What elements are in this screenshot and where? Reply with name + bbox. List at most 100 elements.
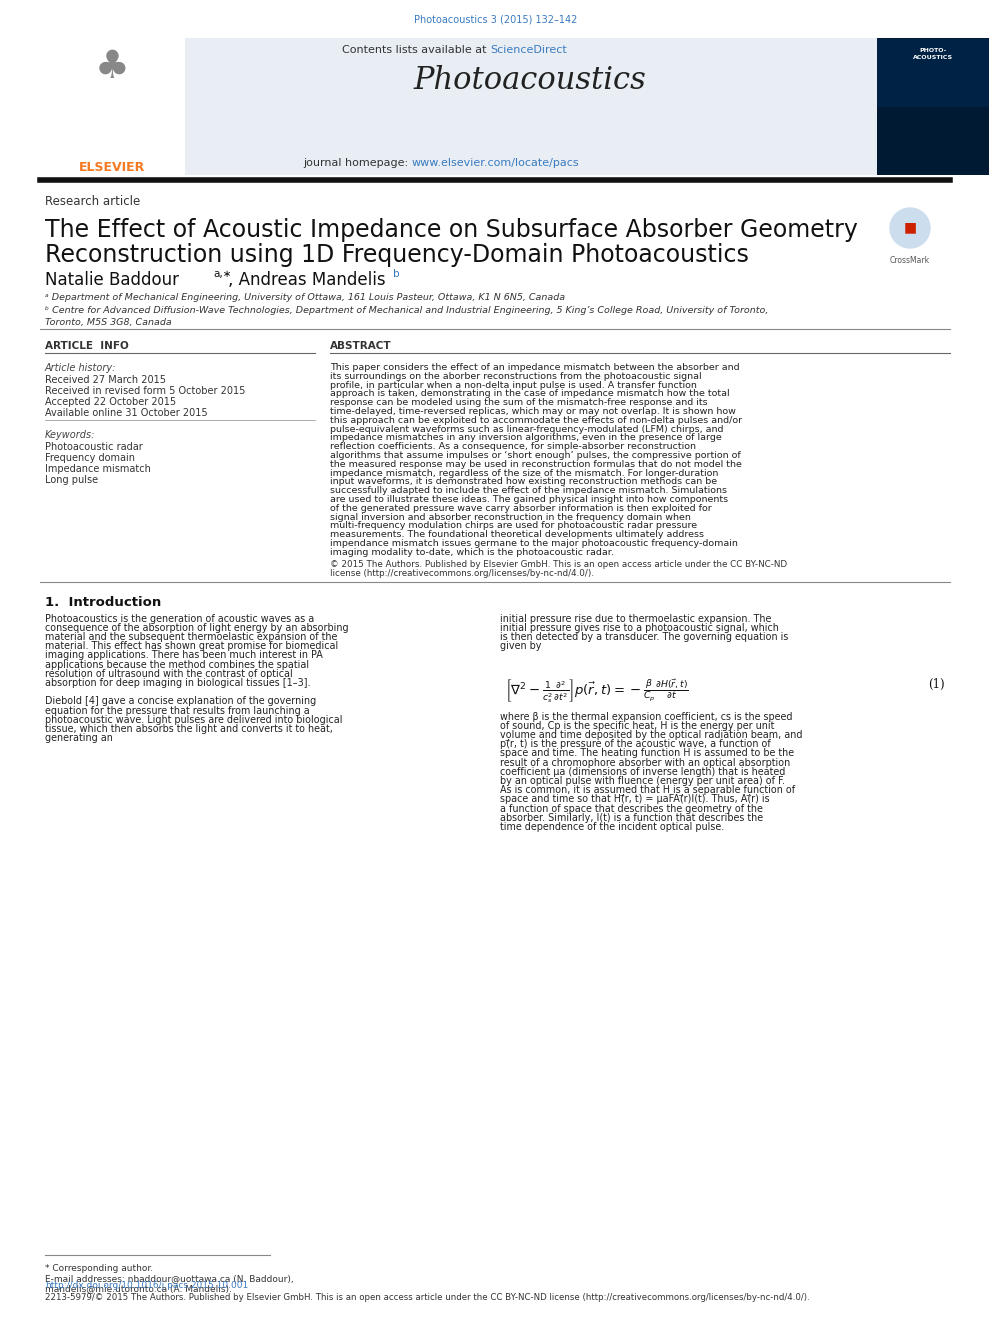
Text: material. This effect has shown great promise for biomedical: material. This effect has shown great pr… (45, 642, 338, 651)
Text: approach is taken, demonstrating in the case of impedance mismatch how the total: approach is taken, demonstrating in the … (330, 389, 730, 398)
Text: ♣: ♣ (94, 48, 129, 86)
Bar (877, 38, 989, 175)
Text: a function of space that describes the geometry of the: a function of space that describes the g… (500, 803, 763, 814)
Text: Long pulse: Long pulse (45, 475, 98, 486)
Text: time-delayed, time-reversed replicas, which may or may not overlap. It is shown : time-delayed, time-reversed replicas, wh… (330, 407, 736, 415)
Text: generating an: generating an (45, 733, 113, 744)
Text: Photoacoustics 3 (2015) 132–142: Photoacoustics 3 (2015) 132–142 (415, 15, 577, 25)
Text: initial pressure rise due to thermoelastic expansion. The: initial pressure rise due to thermoelast… (500, 614, 772, 623)
Text: is then detected by a transducer. The governing equation is: is then detected by a transducer. The go… (500, 632, 789, 642)
Text: Toronto, M5S 3G8, Canada: Toronto, M5S 3G8, Canada (45, 318, 172, 327)
Text: signal inversion and absorber reconstruction in the frequency domain when: signal inversion and absorber reconstruc… (330, 512, 690, 521)
Circle shape (890, 208, 930, 247)
Text: © 2015 The Authors. Published by Elsevier GmbH. This is an open access article u: © 2015 The Authors. Published by Elsevie… (330, 560, 787, 569)
Text: As is common, it is assumed that H is a separable function of: As is common, it is assumed that H is a … (500, 785, 796, 795)
Text: Impedance mismatch: Impedance mismatch (45, 464, 151, 474)
Text: imaging modality to-date, which is the photoacoustic radar.: imaging modality to-date, which is the p… (330, 548, 614, 557)
Text: consequence of the absorption of light energy by an absorbing: consequence of the absorption of light e… (45, 623, 348, 632)
Text: p(⃗r, t) is the pressure of the acoustic wave, a function of: p(⃗r, t) is the pressure of the acoustic… (500, 740, 771, 749)
Text: space and time. The heating function H is assumed to be the: space and time. The heating function H i… (500, 749, 795, 758)
Text: equation for the pressure that results from launching a: equation for the pressure that results f… (45, 705, 310, 716)
Text: Photoacoustics is the generation of acoustic waves as a: Photoacoustics is the generation of acou… (45, 614, 314, 623)
Text: profile, in particular when a non-delta input pulse is used. A transfer function: profile, in particular when a non-delta … (330, 381, 696, 389)
Text: the measured response may be used in reconstruction formulas that do not model t: the measured response may be used in rec… (330, 460, 742, 468)
Text: PHOTO-: PHOTO- (920, 48, 946, 53)
Text: The Effect of Acoustic Impedance on Subsurface Absorber Geometry: The Effect of Acoustic Impedance on Subs… (45, 218, 858, 242)
Text: Natalie Baddour: Natalie Baddour (45, 271, 179, 288)
Text: Research article: Research article (45, 194, 140, 208)
Text: b: b (393, 269, 400, 279)
Text: 1.  Introduction: 1. Introduction (45, 595, 162, 609)
Text: CrossMark: CrossMark (890, 255, 930, 265)
Text: initial pressure gives rise to a photoacoustic signal, which: initial pressure gives rise to a photoac… (500, 623, 779, 632)
Text: ARTICLE  INFO: ARTICLE INFO (45, 341, 129, 351)
Text: Received in revised form 5 October 2015: Received in revised form 5 October 2015 (45, 386, 245, 396)
Text: Article history:: Article history: (45, 363, 116, 373)
Text: pulse-equivalent waveforms such as linear-frequency-modulated (LFM) chirps, and: pulse-equivalent waveforms such as linea… (330, 425, 723, 434)
Text: applications because the method combines the spatial: applications because the method combines… (45, 660, 310, 669)
Text: impendance mismatch issues germane to the major photoacoustic frequency-domain: impendance mismatch issues germane to th… (330, 538, 738, 548)
Text: ScienceDirect: ScienceDirect (490, 45, 566, 56)
Text: www.elsevier.com/locate/pacs: www.elsevier.com/locate/pacs (412, 157, 579, 168)
Text: 2213-5979/© 2015 The Authors. Published by Elsevier GmbH. This is an open access: 2213-5979/© 2015 The Authors. Published … (45, 1293, 809, 1302)
Text: http://dx.doi.org/10.1016/j.pacs.2015.10.001: http://dx.doi.org/10.1016/j.pacs.2015.10… (45, 1281, 248, 1290)
Text: are used to illustrate these ideas. The gained physical insight into how compone: are used to illustrate these ideas. The … (330, 495, 728, 504)
Bar (495, 662, 950, 700)
Text: ABSTRACT: ABSTRACT (330, 341, 392, 351)
Text: E-mail addresses: nbaddour@uottawa.ca (N. Baddour),: E-mail addresses: nbaddour@uottawa.ca (N… (45, 1274, 294, 1283)
Text: impedance mismatches in any inversion algorithms, even in the presence of large: impedance mismatches in any inversion al… (330, 434, 722, 442)
Text: absorber. Similarly, I(t) is a function that describes the: absorber. Similarly, I(t) is a function … (500, 812, 763, 823)
Text: mandelis@mie.utoronto.ca (A. Mandelis).: mandelis@mie.utoronto.ca (A. Mandelis). (45, 1285, 232, 1293)
Text: response can be modeled using the sum of the mismatch-free response and its: response can be modeled using the sum of… (330, 398, 707, 407)
Text: * Corresponding author.: * Corresponding author. (45, 1263, 153, 1273)
Text: ■: ■ (904, 220, 917, 234)
Text: time dependence of the incident optical pulse.: time dependence of the incident optical … (500, 822, 724, 832)
Text: Available online 31 October 2015: Available online 31 October 2015 (45, 407, 207, 418)
Text: input waveforms, it is demonstrated how existing reconstruction methods can be: input waveforms, it is demonstrated how … (330, 478, 717, 487)
Text: Accepted 22 October 2015: Accepted 22 October 2015 (45, 397, 177, 407)
Text: imaging applications. There has been much interest in PA: imaging applications. There has been muc… (45, 651, 322, 660)
Text: This paper considers the effect of an impedance mismatch between the absorber an: This paper considers the effect of an im… (330, 363, 740, 372)
Text: volume and time deposited by the optical radiation beam, and: volume and time deposited by the optical… (500, 730, 803, 740)
Text: Received 27 March 2015: Received 27 March 2015 (45, 374, 166, 385)
Text: journal homepage:: journal homepage: (304, 157, 412, 168)
Text: Photoacoustic radar: Photoacoustic radar (45, 442, 143, 452)
Text: its surroundings on the aborber reconstructions from the photoacoustic signal: its surroundings on the aborber reconstr… (330, 372, 701, 381)
Text: resolution of ultrasound with the contrast of optical: resolution of ultrasound with the contra… (45, 669, 293, 679)
Text: coefficient μa (dimensions of inverse length) that is heated: coefficient μa (dimensions of inverse le… (500, 767, 786, 777)
Text: absorption for deep imaging in biological tissues [1–3].: absorption for deep imaging in biologica… (45, 677, 310, 688)
Text: photoacoustic wave. Light pulses are delivered into biological: photoacoustic wave. Light pulses are del… (45, 714, 342, 725)
Text: license (http://creativecommons.org/licenses/by-nc-nd/4.0/).: license (http://creativecommons.org/lice… (330, 569, 594, 578)
Text: Frequency domain: Frequency domain (45, 452, 135, 463)
Text: a,∗: a,∗ (213, 269, 231, 279)
Text: Contents lists available at: Contents lists available at (342, 45, 490, 56)
Text: given by: given by (500, 642, 542, 651)
Bar (40, 38, 185, 175)
Text: measurements. The foundational theoretical developments ultimately address: measurements. The foundational theoretic… (330, 531, 704, 540)
Text: result of a chromophore absorber with an optical absorption: result of a chromophore absorber with an… (500, 758, 791, 767)
Text: ELSEVIER: ELSEVIER (79, 161, 145, 175)
Text: Diebold [4] gave a concise explanation of the governing: Diebold [4] gave a concise explanation o… (45, 696, 316, 706)
Text: $\left[\nabla^2 - \frac{1}{c_s^2}\frac{\partial^2}{\partial t^2}\right]p(\vec{r}: $\left[\nabla^2 - \frac{1}{c_s^2}\frac{\… (505, 677, 688, 705)
Text: Reconstruction using 1D Frequency-Domain Photoacoustics: Reconstruction using 1D Frequency-Domain… (45, 243, 749, 267)
Bar (185, 38, 877, 175)
Text: ᵃ Department of Mechanical Engineering, University of Ottawa, 161 Louis Pasteur,: ᵃ Department of Mechanical Engineering, … (45, 292, 565, 302)
Text: successfully adapted to include the effect of the impedance mismatch. Simulation: successfully adapted to include the effe… (330, 486, 727, 495)
Text: multi-frequency modulation chirps are used for photoacoustic radar pressure: multi-frequency modulation chirps are us… (330, 521, 697, 531)
Text: ACOUSTICS: ACOUSTICS (913, 56, 953, 60)
Text: impedance mismatch, regardless of the size of the mismatch. For longer-duration: impedance mismatch, regardless of the si… (330, 468, 718, 478)
Text: (1): (1) (929, 677, 945, 691)
Text: space and time so that H(⃗r, t) = μaFA(⃗r)I(t). Thus, A(⃗r) is: space and time so that H(⃗r, t) = μaFA(⃗… (500, 794, 770, 804)
Text: of the generated pressure wave carry absorber information is then exploited for: of the generated pressure wave carry abs… (330, 504, 711, 513)
Text: algorithms that assume impulses or ‘short enough’ pulses, the compressive portio: algorithms that assume impulses or ‘shor… (330, 451, 741, 460)
Text: ᵇ Centre for Advanced Diffusion-Wave Technologies, Department of Mechanical and : ᵇ Centre for Advanced Diffusion-Wave Tec… (45, 306, 769, 315)
Text: , Andreas Mandelis: , Andreas Mandelis (228, 271, 386, 288)
Text: Keywords:: Keywords: (45, 430, 95, 441)
Text: Photoacoustics: Photoacoustics (414, 65, 647, 97)
Text: reflection coefficients. As a consequence, for simple-absorber reconstruction: reflection coefficients. As a consequenc… (330, 442, 696, 451)
Text: material and the subsequent thermoelastic expansion of the: material and the subsequent thermoelasti… (45, 632, 337, 642)
Text: where β is the thermal expansion coefficient, cs is the speed: where β is the thermal expansion coeffic… (500, 712, 793, 721)
Text: tissue, which then absorbs the light and converts it to heat,: tissue, which then absorbs the light and… (45, 724, 333, 734)
Text: this approach can be exploited to accommodate the effects of non-delta pulses an: this approach can be exploited to accomm… (330, 415, 742, 425)
Text: by an optical pulse with fluence (energy per unit area) of F.: by an optical pulse with fluence (energy… (500, 777, 785, 786)
